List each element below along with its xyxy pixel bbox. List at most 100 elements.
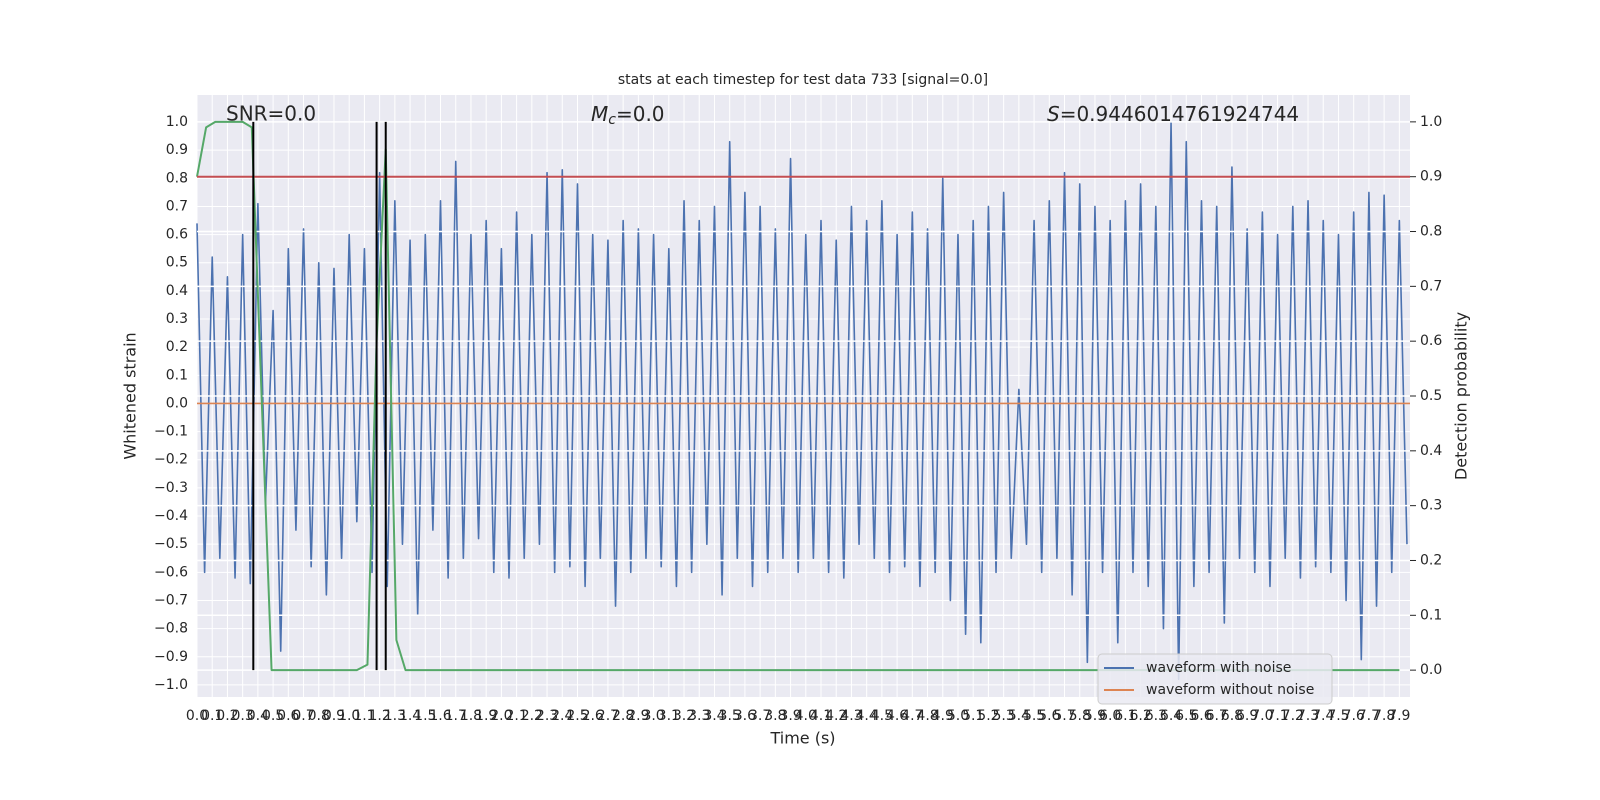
y2-tick-label: 0.5	[1420, 388, 1442, 404]
y-tick-label: −0.3	[154, 480, 188, 496]
y-tick-label: −0.7	[154, 592, 188, 608]
x-tick-label: 6.6	[1190, 708, 1212, 724]
x-tick-label: 3.7	[749, 708, 771, 724]
x-tick-label: 6.3	[1145, 708, 1167, 724]
x-tick-label: 6.5	[1175, 708, 1197, 724]
x-tick-label: 6.4	[1160, 708, 1182, 724]
y-tick-label: 0.3	[166, 311, 188, 327]
annotation-symbol: M	[591, 102, 608, 126]
x-tick-label: 3.9	[779, 708, 801, 724]
x-tick-label: 4.4	[856, 708, 878, 724]
x-tick-label: 0.9	[323, 708, 345, 724]
y-tick-label: 0.5	[166, 255, 188, 271]
chart-title: stats at each timestep for test data 733…	[618, 72, 988, 88]
y-tick-label: −0.4	[154, 508, 188, 524]
x-tick-label: 0.1	[201, 708, 223, 724]
x-tick-label: 1.3	[384, 708, 406, 724]
x-tick-label: 6.7	[1206, 708, 1228, 724]
x-tick-label: 5.1	[962, 708, 984, 724]
x-tick-label: 1.1	[353, 708, 375, 724]
y-tick-label: 0.4	[166, 283, 188, 299]
x-tick-label: 1.0	[338, 708, 360, 724]
x-tick-label: 1.4	[399, 708, 421, 724]
x-tick-label: 6.2	[1129, 708, 1151, 724]
x-tick-label: 2.6	[582, 708, 604, 724]
x-tick-label: 1.7	[445, 708, 467, 724]
x-tick-label: 4.7	[901, 708, 923, 724]
annotation: S=0.9446014761924744	[1047, 102, 1299, 126]
x-tick-label: 2.1	[505, 708, 527, 724]
x-tick-label: 2.7	[597, 708, 619, 724]
x-tick-label: 2.8	[612, 708, 634, 724]
x-tick-label: 7.0	[1251, 708, 1273, 724]
x-tick-label: 3.0	[642, 708, 664, 724]
x-tick-label: 0.6	[277, 708, 299, 724]
x-tick-label: 1.9	[475, 708, 497, 724]
over-layer	[196, 120, 1410, 672]
x-tick-label: 2.9	[627, 708, 649, 724]
y-tick-label: 0.8	[166, 170, 188, 186]
y2-tick-label: 0.4	[1420, 443, 1442, 459]
x-tick-label: 0.8	[308, 708, 330, 724]
annotation-text: =0.9446014761924744	[1060, 102, 1299, 126]
x-tick-label: 5.6	[1038, 708, 1060, 724]
y2-tick-label: 0.1	[1420, 607, 1442, 623]
y-tick-label: −0.6	[154, 564, 188, 580]
legend-box	[1097, 653, 1333, 705]
y-tick-label: −0.9	[154, 649, 188, 665]
x-tick-label: 7.7	[1358, 708, 1380, 724]
y-tick-label: 0.9	[166, 142, 188, 158]
y-tick-label: −0.5	[154, 536, 188, 552]
x-axis-label: Time (s)	[769, 729, 835, 748]
x-tick-label: 7.4	[1312, 708, 1334, 724]
annotation-subscript: c	[608, 112, 616, 128]
x-tick-label: 7.8	[1373, 708, 1395, 724]
x-tick-label: 4.1	[810, 708, 832, 724]
x-tick-label: 2.0	[490, 708, 512, 724]
x-tick-label: 0.4	[247, 708, 269, 724]
y-tick-label: 0.1	[166, 367, 188, 383]
annotation-symbol: S	[1047, 102, 1060, 126]
x-tick-label: 2.3	[536, 708, 558, 724]
y2-tick-label: 1.0	[1420, 114, 1442, 130]
x-tick-label: 4.2	[825, 708, 847, 724]
annotation-text: =0.0	[616, 102, 665, 126]
x-tick-label: 5.7	[1053, 708, 1075, 724]
x-tick-label: 7.5	[1327, 708, 1349, 724]
x-tick-label: 0.5	[262, 708, 284, 724]
x-tick-label: 5.2	[977, 708, 999, 724]
x-tick-label: 0.0	[186, 708, 208, 724]
x-tick-label: 4.5	[871, 708, 893, 724]
annotation: Mc=0.0	[591, 102, 665, 129]
x-tick-label: 7.1	[1266, 708, 1288, 724]
y2-tick-label: 0.0	[1420, 662, 1442, 678]
legend: waveform with noise waveform without nois…	[1097, 653, 1333, 705]
y-tick-label: 0.7	[166, 198, 188, 214]
x-tick-label: 6.0	[1099, 708, 1121, 724]
x-tick-label: 2.5	[566, 708, 588, 724]
x-tick-label: 3.3	[688, 708, 710, 724]
y2-tick-label: 0.8	[1420, 224, 1442, 240]
y-tick-label: −0.1	[154, 424, 188, 440]
legend-label: waveform without noise	[1146, 682, 1314, 698]
y-tick-label: 0.2	[166, 339, 188, 355]
y2-tick-label: 0.9	[1420, 169, 1442, 185]
x-tick-label: 5.9	[1084, 708, 1106, 724]
x-tick-label: 1.8	[460, 708, 482, 724]
x-tick-label: 6.9	[1236, 708, 1258, 724]
y-tick-label: 1.0	[166, 114, 188, 130]
y2-tick-label: 0.2	[1420, 552, 1442, 568]
x-tick-label: 2.4	[551, 708, 573, 724]
y-axis-label: Whitened strain	[121, 332, 140, 459]
x-tick-label: 3.5	[719, 708, 741, 724]
x-tick-label: 6.1	[1114, 708, 1136, 724]
y-tick-label: −0.8	[154, 621, 188, 637]
x-tick-label: 5.0	[947, 708, 969, 724]
x-tick-label: 3.8	[764, 708, 786, 724]
x-tick-label: 5.4	[1008, 708, 1030, 724]
x-tick-label: 4.6	[886, 708, 908, 724]
x-tick-label: 0.7	[292, 708, 314, 724]
x-tick-label: 0.3	[232, 708, 254, 724]
y2-tick-label: 0.6	[1420, 333, 1442, 349]
